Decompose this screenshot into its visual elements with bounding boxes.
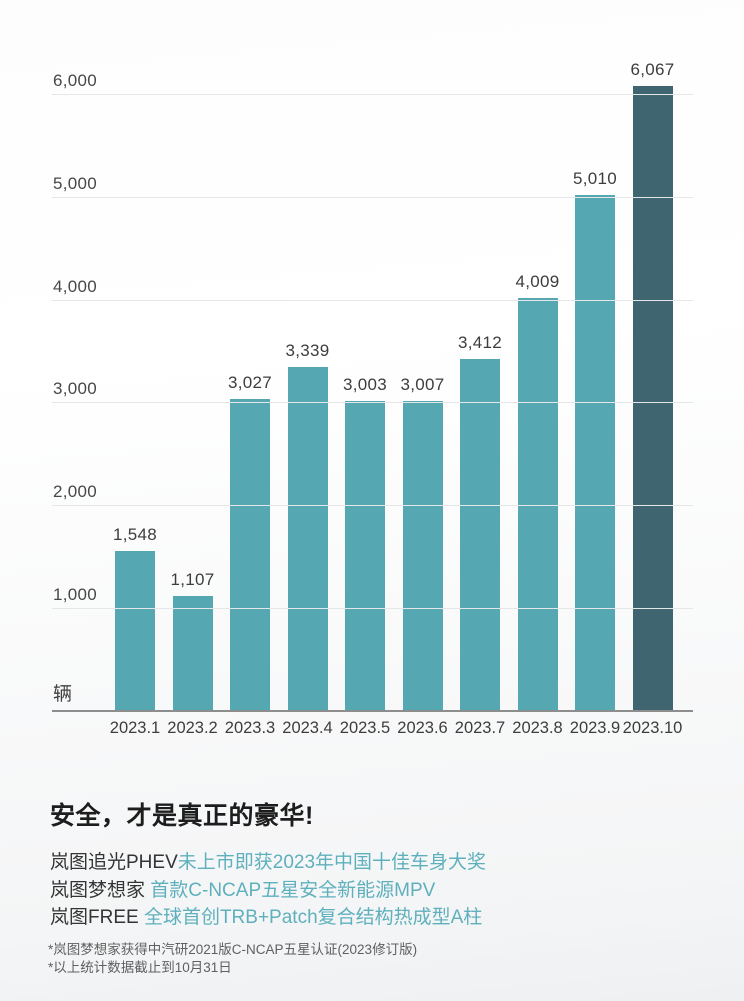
bar-value-label: 6,067 [630, 60, 675, 80]
bar-value-label: 4,009 [515, 271, 560, 291]
x-tick-2023.2: 2023.2 [167, 719, 217, 738]
bar-column-2023.2: 1,107 [170, 570, 215, 710]
model-achievement: 全球首创TRB+Patch复合结构热成型A柱 [143, 907, 483, 928]
plot-area: 1,548 1,107 3,027 3,339 3,003 3,007 3,412 4,009… [52, 60, 693, 712]
bar-value-label: 5,010 [572, 168, 618, 188]
x-tick-2023.6: 2023.6 [397, 719, 447, 738]
bar-value-label: 3,007 [400, 374, 445, 394]
bar-2023.9 [575, 194, 615, 710]
bars-group: 1,548 1,107 3,027 3,339 3,003 3,007 3,412 4,009… [112, 60, 675, 710]
x-tick-2023.4: 2023.4 [282, 719, 332, 738]
x-tick-label: 2023.9 [569, 719, 621, 737]
x-tick-2023.9: 2023.9 [570, 719, 620, 738]
bar-value-label: 3,412 [457, 333, 503, 353]
x-tick-label: 2023.6 [397, 719, 448, 737]
caption-block: 安全，才是真正的豪华! 岚图追光PHEV未上市即获2023年中国十佳车身大奖 岚图… [50, 796, 710, 932]
bar-value-label: 1,107 [170, 570, 215, 590]
model-achievement: 首款C-NCAP五星安全新能源MPV [150, 879, 436, 901]
gridline-5000 [52, 196, 693, 198]
bar-2023.4 [287, 366, 328, 710]
bar-column-2023.4: 3,339 [285, 340, 330, 710]
bar-2023.1 [115, 550, 155, 710]
gridline-1000 [52, 608, 693, 610]
x-tick-label: 2023.5 [339, 719, 391, 737]
gridline-3000 [52, 402, 693, 404]
bar-column-2023.9: 5,010 [572, 168, 618, 710]
bar-2023.7 [460, 359, 500, 710]
model-name: 岚图追光PHEV [50, 852, 178, 873]
x-tick-2023.5: 2023.5 [340, 719, 390, 738]
model-achievement: 未上市即获2023年中国十佳车身大奖 [177, 852, 487, 873]
caption-lines: 岚图追光PHEV未上市即获2023年中国十佳车身大奖 岚图梦想家 首款C-NCAP… [50, 849, 710, 932]
y-tick-label: 5,000 [53, 173, 98, 193]
y-tick-label: 6,000 [53, 70, 98, 90]
footnote-1: *岚图梦想家获得中汽研2021版C-NCAP五星认证(2023修订版) [48, 942, 418, 957]
bar-2023.5 [345, 401, 385, 710]
caption-line-3: 岚图FREE 全球首创TRB+Patch复合结构热成型A柱 [50, 904, 710, 932]
x-tick-2023.1: 2023.1 [110, 719, 160, 738]
x-axis-labels: 2023.1 2023.2 2023.3 2023.4 2023.5 2023.6 2023… [110, 719, 683, 738]
x-tick-label: 2023.3 [224, 719, 276, 737]
caption-line-1: 岚图追光PHEV未上市即获2023年中国十佳车身大奖 [50, 849, 710, 877]
bar-value-label: 3,003 [342, 375, 388, 395]
bar-2023.6 [402, 400, 443, 710]
y-axis-unit-label: 辆 [53, 684, 73, 705]
bar-2023.2 [172, 596, 213, 710]
footnote-2: *以上统计数据截止到10月31日 [48, 960, 232, 975]
x-tick-2023.8: 2023.8 [512, 719, 562, 738]
bar-column-2023.6: 3,007 [400, 374, 445, 710]
x-tick-2023.7: 2023.7 [455, 719, 505, 738]
bar-column-2023.10: 6,067 [630, 60, 675, 710]
x-tick-label: 2023.8 [512, 719, 563, 737]
bar-value-label: 3,339 [285, 340, 330, 360]
bar-column-2023.8: 4,009 [515, 271, 560, 710]
bar-column-2023.5: 3,003 [342, 375, 388, 710]
bar-column-2023.1: 1,548 [112, 524, 158, 710]
model-name: 岚图FREE [50, 907, 144, 928]
gridline-2000 [52, 505, 693, 507]
caption-title: 安全，才是真正的豪华! [50, 802, 314, 830]
bar-value-label: 1,548 [112, 524, 158, 544]
y-tick-label: 1,000 [53, 585, 98, 605]
x-tick-label: 2023.4 [282, 719, 333, 737]
gridline-4000 [52, 299, 693, 301]
x-tick-2023.3: 2023.3 [225, 719, 275, 738]
x-tick-label: 2023.1 [109, 719, 161, 737]
y-tick-label: 3,000 [53, 379, 98, 399]
caption-line-2: 岚图梦想家 首款C-NCAP五星安全新能源MPV [50, 877, 710, 905]
bar-2023.8 [517, 297, 558, 710]
y-tick-label: 2,000 [53, 482, 98, 502]
bar-value-label: 3,027 [227, 372, 273, 392]
x-tick-label: 2023.2 [167, 719, 218, 737]
y-tick-label: 4,000 [53, 276, 98, 296]
footnotes: *岚图梦想家获得中汽研2021版C-NCAP五星认证(2023修订版) *以上统计… [48, 941, 417, 977]
bar-2023.3 [230, 398, 270, 710]
x-axis-line [52, 710, 693, 712]
model-name: 岚图梦想家 [50, 879, 151, 901]
bar-column-2023.7: 3,412 [457, 333, 503, 710]
x-tick-2023.10: 2023.10 [623, 719, 683, 738]
x-tick-label: 2023.10 [622, 719, 683, 737]
gridline-6000 [52, 93, 693, 95]
bar-column-2023.3: 3,027 [227, 372, 273, 710]
x-tick-label: 2023.7 [454, 719, 506, 737]
bar-2023.10 [632, 86, 673, 710]
